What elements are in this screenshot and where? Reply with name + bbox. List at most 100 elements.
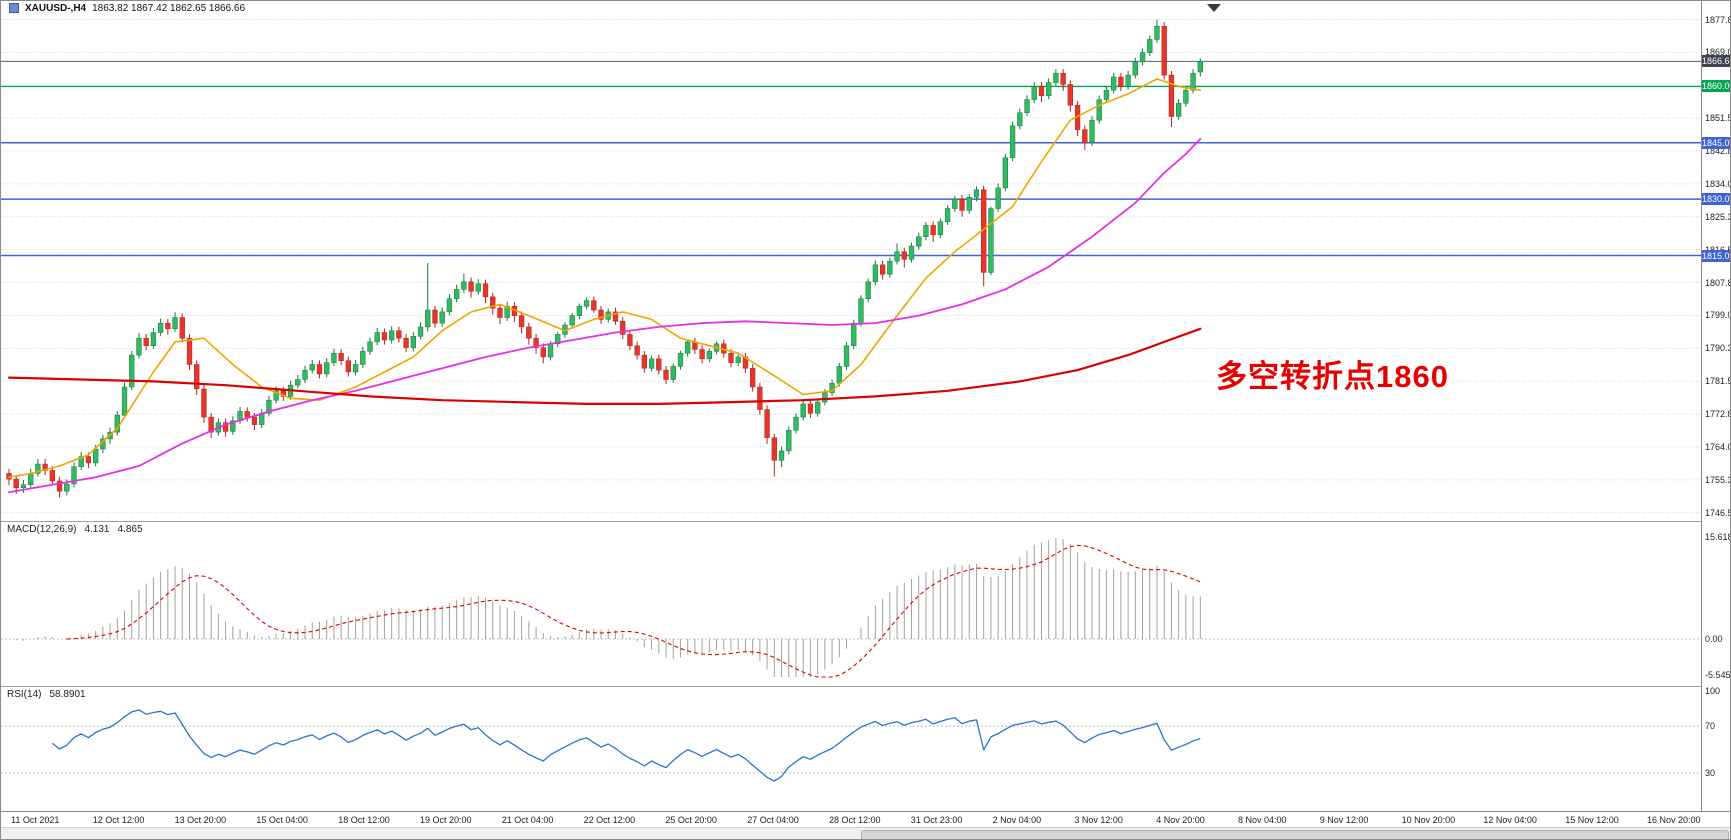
candle-body bbox=[92, 448, 99, 464]
candle-body bbox=[1038, 86, 1045, 97]
candle-body bbox=[764, 409, 770, 439]
candle-body bbox=[468, 281, 474, 292]
candle-body bbox=[663, 369, 669, 380]
macd-signal-line bbox=[66, 544, 1201, 678]
time-label: 12 Oct 12:00 bbox=[92, 815, 145, 825]
candle-body bbox=[121, 386, 128, 416]
candle-body bbox=[916, 236, 922, 247]
candle-body bbox=[273, 390, 279, 401]
candle-body bbox=[186, 337, 193, 365]
price-tick: 1799.05 bbox=[1705, 310, 1730, 321]
candle-body bbox=[302, 369, 308, 380]
macd-name: MACD(12,26,9) bbox=[7, 524, 77, 535]
macd-tick: 0.00 bbox=[1705, 634, 1723, 644]
candle-body bbox=[1118, 76, 1124, 87]
candle-body bbox=[367, 341, 373, 352]
price-tag-1860.00: 1860.00 bbox=[1702, 80, 1730, 93]
candle-body bbox=[49, 470, 55, 482]
time-label: 11 Oct 2021 bbox=[11, 815, 60, 825]
candle-body bbox=[482, 283, 489, 298]
candle-body bbox=[930, 225, 936, 236]
candle-body bbox=[266, 399, 272, 414]
time-label: 9 Nov 12:00 bbox=[1319, 815, 1369, 825]
candle-body bbox=[1017, 112, 1023, 127]
candle-body bbox=[165, 322, 171, 330]
shift-marker-triangle-icon bbox=[1207, 4, 1221, 12]
price-gridlines bbox=[1, 19, 1701, 514]
candle-body bbox=[1053, 72, 1059, 83]
time-label: 25 Oct 20:00 bbox=[665, 815, 717, 825]
candle-body bbox=[786, 429, 792, 452]
price-tick: 1772.80 bbox=[1705, 409, 1730, 420]
candle-body bbox=[338, 352, 344, 361]
candle-body bbox=[425, 309, 431, 328]
time-label: 19 Oct 20:00 bbox=[420, 815, 472, 825]
candle-body bbox=[316, 364, 323, 375]
candle-body bbox=[872, 264, 879, 283]
price-axis[interactable]: 1877.80 1869.05 1851.55 1842.80 1834.05 1825.… bbox=[1701, 1, 1730, 811]
time-label: 10 Nov 20:00 bbox=[1401, 815, 1456, 825]
price-tick: 1764.05 bbox=[1705, 441, 1730, 452]
macd-value-main: 4.131 bbox=[84, 524, 110, 535]
rsi-line bbox=[51, 709, 1201, 782]
candle-body bbox=[771, 437, 777, 461]
candle-body bbox=[887, 260, 893, 275]
current-price-tag: 1866.66 bbox=[1702, 55, 1730, 68]
candle-body bbox=[389, 330, 395, 341]
candle-body bbox=[360, 351, 366, 365]
scrollbar-handle[interactable] bbox=[861, 830, 1729, 839]
candle-body bbox=[432, 309, 438, 324]
time-label: 31 Oct 23:00 bbox=[910, 815, 963, 825]
candle-body bbox=[1197, 61, 1203, 73]
candle-body bbox=[222, 422, 229, 432]
time-label: 28 Oct 12:00 bbox=[829, 815, 881, 825]
rsi-value: 58.8901 bbox=[49, 689, 86, 700]
candle-body bbox=[20, 484, 27, 488]
rsi-tick: 30 bbox=[1705, 767, 1716, 778]
candle-body bbox=[858, 298, 864, 324]
candle-body bbox=[410, 336, 416, 348]
macd-panel-divider[interactable] bbox=[1, 521, 1730, 522]
candle-body bbox=[879, 264, 886, 275]
candle-body bbox=[324, 362, 330, 375]
candle-body bbox=[865, 281, 871, 299]
candle-body bbox=[251, 416, 258, 425]
candle-body bbox=[966, 197, 972, 211]
candle-body bbox=[555, 334, 561, 345]
time-label: 22 Oct 12:00 bbox=[583, 815, 636, 825]
candle-body bbox=[699, 349, 705, 360]
horizontal-scrollbar[interactable] bbox=[1, 827, 1730, 839]
candle-body bbox=[403, 337, 409, 348]
candle-body bbox=[591, 300, 597, 311]
time-label: 27 Oct 04:00 bbox=[747, 815, 799, 825]
chart-annotation-text[interactable]: 多空转折点1860 bbox=[1216, 359, 1449, 394]
candle-body bbox=[937, 221, 944, 236]
candle-body bbox=[518, 315, 525, 328]
candle-body bbox=[988, 208, 994, 273]
time-label: 16 Nov 20:00 bbox=[1647, 815, 1701, 825]
candle-body bbox=[179, 317, 185, 339]
price-tick: 1834.05 bbox=[1705, 178, 1730, 189]
candle-body bbox=[194, 364, 200, 390]
candle-body bbox=[1175, 103, 1182, 117]
macd-value-signal: 4.865 bbox=[117, 524, 143, 535]
rsi-panel-divider[interactable] bbox=[1, 686, 1730, 687]
candle-body bbox=[78, 456, 84, 467]
candle-body bbox=[1082, 129, 1088, 144]
time-label: 3 Nov 12:00 bbox=[1074, 815, 1123, 825]
candle-body bbox=[583, 300, 590, 307]
candle-body bbox=[136, 337, 142, 356]
time-axis[interactable]: 11 Oct 2021 12 Oct 12:00 13 Oct 20:00 15 Oc… bbox=[1, 811, 1730, 828]
candle-body bbox=[822, 392, 828, 403]
candle-body bbox=[1060, 72, 1066, 85]
candle-body bbox=[1002, 157, 1009, 189]
candle-body bbox=[1111, 76, 1117, 91]
candle-body bbox=[627, 334, 633, 346]
candle-body bbox=[807, 403, 814, 414]
candle-body bbox=[944, 208, 951, 222]
candle-body bbox=[1089, 119, 1095, 144]
price-tick: 1790.30 bbox=[1705, 343, 1730, 354]
candle-body bbox=[814, 401, 821, 414]
candle-body bbox=[439, 311, 445, 324]
